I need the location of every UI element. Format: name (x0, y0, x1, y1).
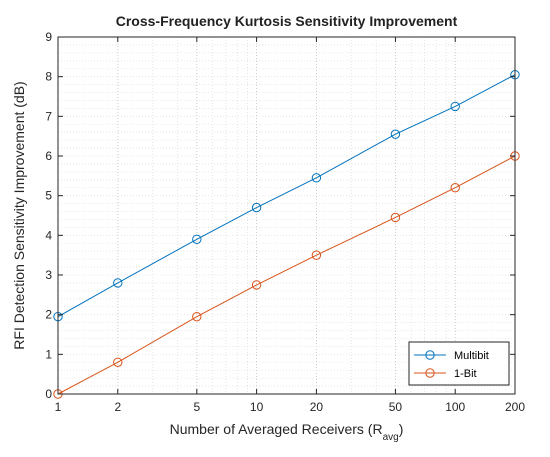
y-tick-label: 6 (45, 149, 52, 163)
y-tick-label: 2 (45, 308, 52, 322)
x-tick-label: 10 (250, 400, 264, 414)
legend-items: Multibit 1-Bit (414, 350, 489, 380)
y-tick-label: 9 (45, 30, 52, 44)
y-tick-label: 3 (45, 268, 52, 282)
x-tick-label: 2 (114, 400, 121, 414)
y-tick-label: 4 (45, 228, 52, 242)
series-line (57, 74, 516, 318)
y-axis-label: RFI Detection Sensitivity Improvement (d… (11, 81, 27, 349)
x-axis-label-close: ) (399, 421, 404, 437)
x-tick-label: 50 (389, 400, 403, 414)
x-tick-label: 20 (310, 400, 324, 414)
data-point (113, 357, 123, 367)
x-tick-label: 5 (193, 400, 200, 414)
grid (57, 36, 516, 395)
data-point (113, 278, 123, 288)
legend-marker (425, 368, 435, 378)
data-point (251, 202, 262, 213)
data-point (192, 234, 202, 245)
legend-box (408, 341, 510, 386)
data-point (192, 311, 202, 322)
legend-item: Multibit (414, 350, 489, 362)
legend-label: Multibit (454, 350, 489, 362)
x-tick-label: 200 (505, 400, 525, 414)
x-tick-label: 1 (55, 400, 62, 414)
data-point (390, 212, 401, 223)
legend-marker (425, 350, 435, 360)
data-point (311, 173, 322, 183)
y-tick-label: 1 (45, 347, 52, 361)
y-tick-label: 0 (45, 387, 52, 401)
y-tick-label: 5 (45, 189, 52, 203)
y-tick-label: 8 (45, 70, 52, 84)
plot-area-frame (57, 36, 516, 395)
y-tick-label: 7 (45, 109, 52, 123)
x-axis-label-main: Number of Averaged Receivers (R (170, 421, 383, 437)
x-axis-label-subscript: avg (383, 432, 399, 443)
data-point (311, 250, 322, 260)
data-point (450, 183, 460, 193)
legend-item: 1-Bit (414, 368, 477, 380)
x-tick-label: 100 (445, 400, 465, 414)
data-point (450, 101, 460, 112)
data-point (390, 129, 401, 139)
series-line (57, 155, 516, 395)
legend: Multibit 1-Bit (408, 341, 510, 386)
legend-label: 1-Bit (454, 368, 477, 380)
data-point (251, 280, 262, 290)
x-axis-label: Number of Averaged Receivers (Ravg) (170, 421, 404, 443)
chart-title: Cross-Frequency Kurtosis Sensitivity Imp… (116, 13, 458, 29)
